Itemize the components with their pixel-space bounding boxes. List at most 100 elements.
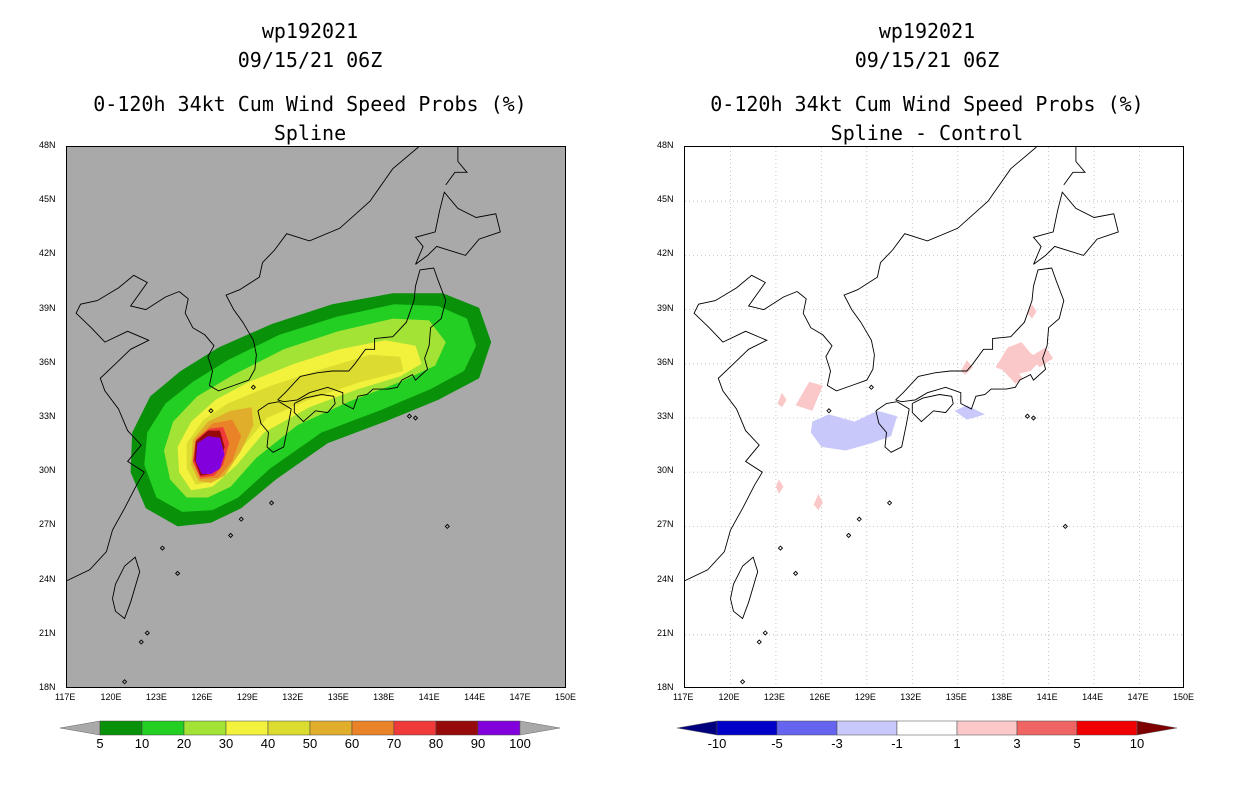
island-outline (159, 545, 166, 551)
colorbar-label: -5 (771, 736, 783, 751)
probability-contour-90 (195, 436, 225, 474)
x-tick-label: 129E (854, 692, 876, 702)
x-tick-label: 123E (763, 692, 785, 702)
colorbar-label: 1 (953, 736, 961, 751)
x-tick-label: 144E (464, 692, 486, 702)
right-gridlines (685, 147, 1183, 687)
island-outline (121, 679, 128, 685)
x-tick-label: 117E (673, 692, 694, 702)
island-outline (208, 408, 214, 414)
x-tick-label: 120E (100, 692, 122, 702)
x-tick-label: 126E (809, 692, 831, 702)
colorbar-label: 90 (470, 736, 486, 751)
x-tick-label: 135E (945, 692, 967, 702)
y-tick-label: 36N (657, 356, 674, 367)
colorbar-segment (477, 720, 521, 736)
island-outline (238, 516, 244, 522)
coastline-segment (1032, 191, 1119, 265)
coastline-segment (293, 394, 336, 423)
island-outline (777, 545, 784, 551)
colorbar-high-arrow (519, 720, 560, 736)
island-outline (739, 679, 746, 685)
left-title-product: 0-120h 34kt Cum Wind Speed Probs (%) (93, 92, 527, 116)
difference-contour (810, 410, 898, 451)
colorbar-label: 40 (260, 736, 276, 751)
y-tick-label: 42N (39, 248, 56, 259)
colorbar-segment (776, 720, 838, 736)
x-tick-label: 141E (418, 692, 440, 702)
x-tick-label: 126E (191, 692, 213, 702)
x-tick-label: 138E (373, 692, 395, 702)
colorbar-segment (225, 720, 269, 736)
difference-contour (1000, 358, 1023, 384)
colorbar-label: 100 (509, 736, 531, 751)
x-tick-label: 135E (327, 692, 349, 702)
x-tick-label: 144E (1082, 692, 1104, 702)
x-tick-label: 141E (1036, 692, 1058, 702)
difference-contour (777, 392, 787, 408)
coastline-segment (875, 401, 910, 453)
colorbar-label: 20 (176, 736, 192, 751)
right-title-storm-id: wp192021 (878, 19, 976, 43)
colorbar-segment (1076, 720, 1138, 736)
colorbar-segment (435, 720, 479, 736)
difference-contour (1027, 304, 1037, 319)
colorbar-label: 10 (1129, 736, 1145, 751)
island-outline (1024, 413, 1031, 419)
x-tick-label: 117E (55, 692, 76, 702)
x-tick-label: 138E (991, 692, 1013, 702)
left-colorbar (60, 720, 560, 736)
x-tick-label: 150E (1173, 692, 1195, 702)
y-tick-label: 21N (657, 627, 674, 638)
y-tick-label: 33N (657, 411, 674, 421)
y-tick-label: 30N (39, 465, 56, 476)
colorbar-segment (956, 720, 1018, 736)
colorbar-high-arrow (1136, 720, 1177, 736)
y-tick-label: 45N (657, 194, 674, 205)
coastline-segment (257, 401, 292, 453)
y-tick-label: 36N (39, 356, 56, 367)
x-tick-label: 147E (509, 692, 531, 702)
colorbar-label: 70 (386, 736, 402, 751)
island-outline (886, 500, 893, 506)
coastline-segment (277, 267, 447, 410)
colorbar-segment (183, 720, 227, 736)
left-map-svg (67, 147, 565, 687)
difference-contour (960, 360, 973, 375)
coastline-segment (1063, 147, 1086, 186)
y-tick-label: 33N (39, 411, 56, 421)
right-colorbar (677, 720, 1177, 736)
colorbar-label: 50 (302, 736, 318, 751)
y-tick-label: 39N (39, 302, 56, 313)
island-outline (845, 532, 852, 539)
island-outline (1062, 523, 1068, 530)
right-title-method: Spline - Control (830, 121, 1024, 145)
coastline-segment (445, 147, 468, 186)
colorbar-label: 5 (96, 736, 104, 751)
island-outline (762, 630, 768, 636)
y-tick-label: 45N (39, 194, 56, 205)
colorbar-low-arrow (60, 720, 101, 736)
coastline-segment (178, 147, 419, 392)
y-tick-label: 48N (657, 140, 674, 150)
difference-contour (795, 381, 823, 411)
colorbar-segment (141, 720, 185, 736)
right-map-panel (684, 146, 1184, 688)
x-tick-label: 132E (900, 692, 922, 702)
island-outline (138, 639, 144, 645)
colorbar-segment (393, 720, 437, 736)
colorbar-label: -1 (891, 736, 903, 751)
island-outline (1030, 415, 1037, 421)
island-outline (792, 570, 799, 577)
x-tick-label: 150E (555, 692, 577, 702)
colorbar-segment (896, 720, 958, 736)
colorbar-segment (267, 720, 311, 736)
left-probability-contours (130, 293, 492, 527)
difference-contour (775, 479, 784, 494)
y-tick-label: 48N (39, 140, 56, 150)
y-tick-label: 42N (657, 248, 674, 259)
island-outline (826, 408, 832, 414)
colorbar-label: 5 (1073, 736, 1081, 751)
island-outline (444, 523, 450, 530)
coastline-segment (414, 191, 501, 265)
